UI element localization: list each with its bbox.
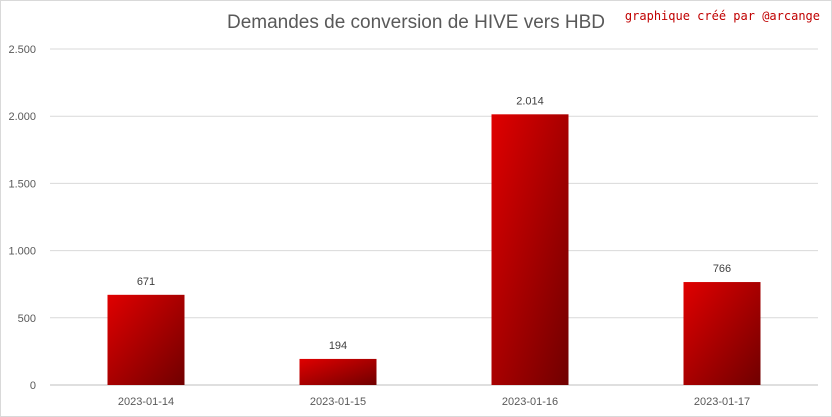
y-tick-label: 1.500 bbox=[8, 178, 36, 190]
y-axis: 0 500 1.000 1.500 2.000 2.500 bbox=[8, 44, 36, 392]
data-label-2023-01-15: 194 bbox=[329, 340, 347, 352]
bar-2023-01-15 bbox=[299, 358, 377, 385]
x-tick-label: 2023-01-14 bbox=[118, 396, 174, 408]
data-labels: 671 194 2.014 766 bbox=[137, 95, 731, 352]
x-tick-label: 2023-01-15 bbox=[310, 396, 366, 408]
y-tick-label: 2.000 bbox=[8, 111, 36, 123]
chart-credit: graphique créé par @arcange bbox=[624, 9, 820, 23]
bar-2023-01-17 bbox=[683, 282, 761, 385]
x-tick-label: 2023-01-16 bbox=[502, 396, 558, 408]
y-tick-label: 500 bbox=[18, 313, 36, 325]
bar-2023-01-14 bbox=[107, 294, 185, 385]
y-tick-label: 2.500 bbox=[8, 44, 36, 56]
data-label-2023-01-16: 2.014 bbox=[516, 95, 544, 107]
bar-2023-01-16 bbox=[491, 114, 569, 386]
y-tick-label: 1.000 bbox=[8, 246, 36, 258]
data-label-2023-01-14: 671 bbox=[137, 276, 155, 288]
x-axis: 2023-01-14 2023-01-15 2023-01-16 2023-01-17 bbox=[118, 396, 750, 408]
x-tick-label: 2023-01-17 bbox=[694, 396, 750, 408]
bars bbox=[107, 114, 761, 386]
chart-title: Demandes de conversion de HIVE vers HBD bbox=[226, 12, 606, 33]
y-tick-label: 0 bbox=[30, 380, 36, 392]
data-label-2023-01-17: 766 bbox=[713, 263, 731, 275]
